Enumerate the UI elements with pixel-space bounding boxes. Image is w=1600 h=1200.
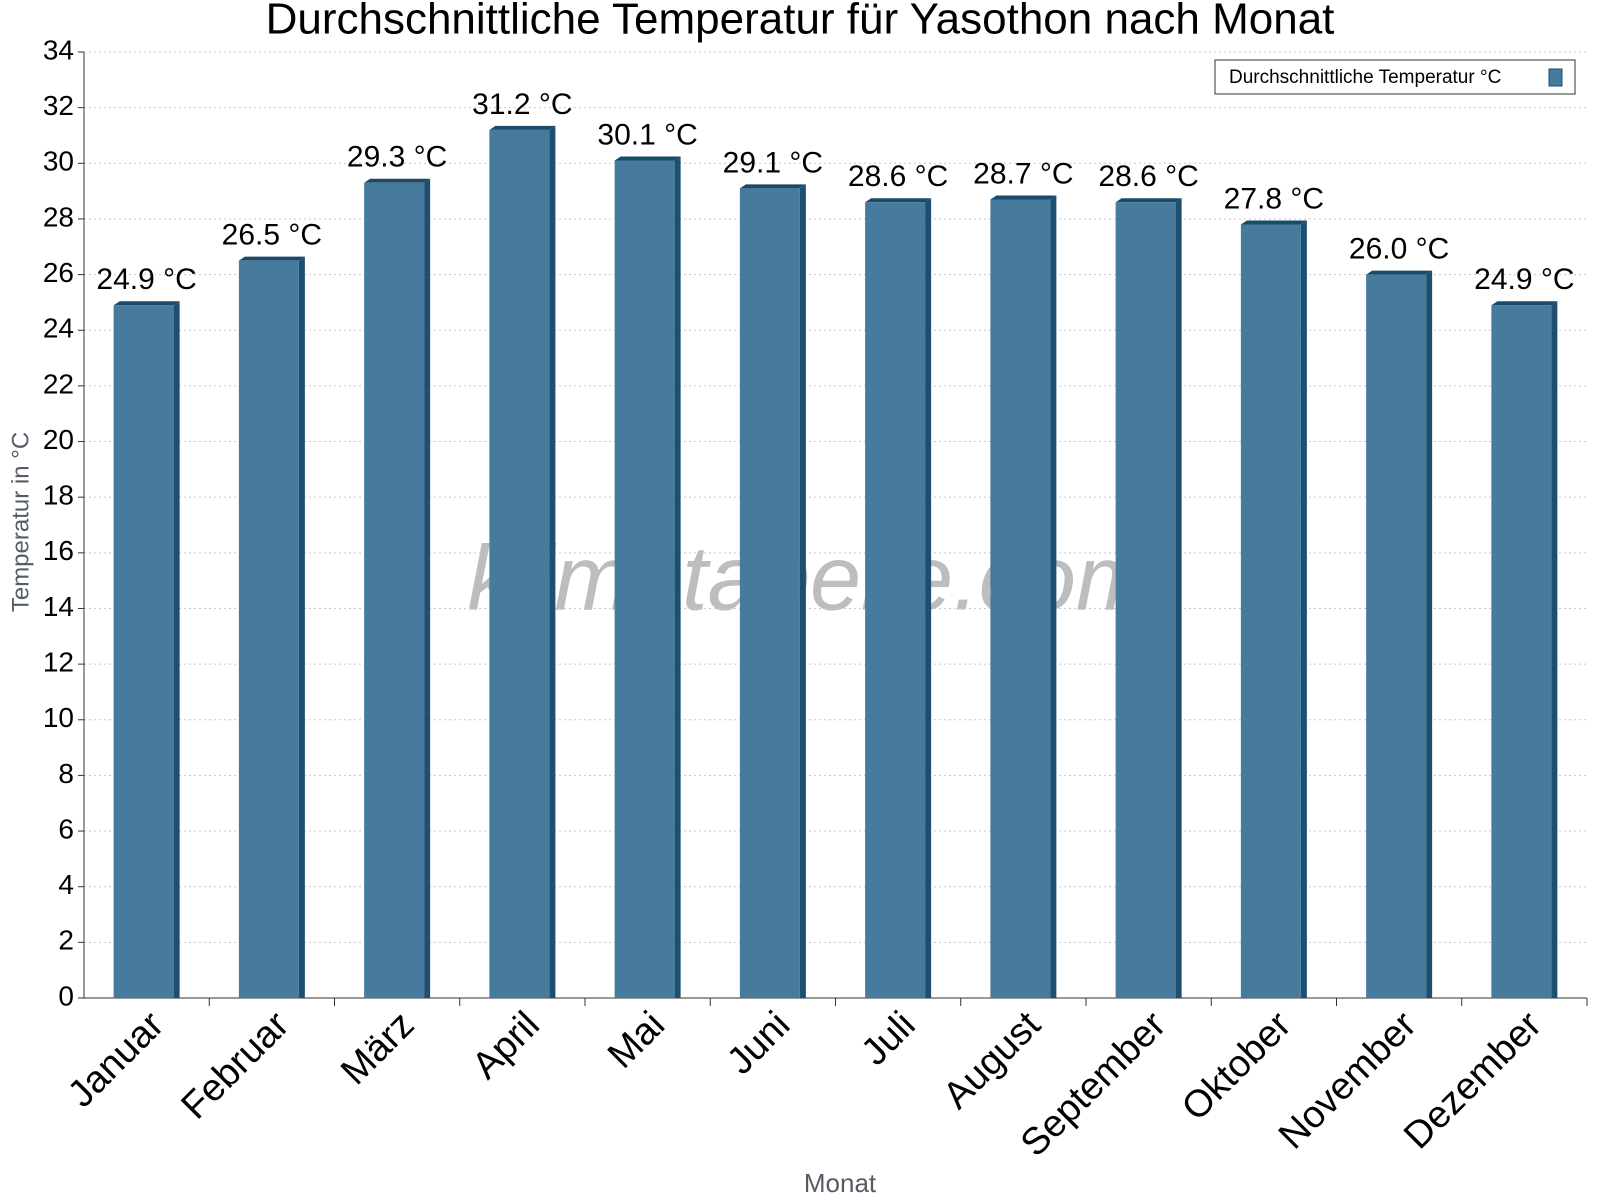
y-tick-label: 8 xyxy=(58,758,74,789)
x-tick-label: Juni xyxy=(719,1004,798,1083)
y-tick-label: 12 xyxy=(43,647,74,678)
chart-title: Durchschnittliche Temperatur für Yasotho… xyxy=(266,0,1335,44)
data-label: 28.6 °C xyxy=(848,160,948,193)
bar-side xyxy=(549,125,556,998)
x-tick-label: Oktober xyxy=(1174,1004,1300,1130)
data-label: 28.6 °C xyxy=(1098,160,1198,193)
x-tick-label: Juli xyxy=(854,1004,924,1074)
data-label: 24.9 °C xyxy=(96,263,196,296)
x-tick-label: August xyxy=(935,1003,1049,1117)
bar-side xyxy=(799,184,806,998)
bar-side xyxy=(1050,195,1057,998)
y-tick-label: 18 xyxy=(43,480,74,511)
bar-top xyxy=(1366,270,1433,275)
bar-side xyxy=(298,256,305,998)
bar xyxy=(614,160,675,998)
data-label: 29.3 °C xyxy=(347,141,447,174)
bar xyxy=(865,202,926,998)
y-tick-label: 6 xyxy=(58,813,74,844)
bar-side xyxy=(674,156,681,998)
y-tick-label: 28 xyxy=(43,201,74,232)
bar xyxy=(364,182,425,999)
bar-top xyxy=(238,256,305,261)
y-tick-label: 0 xyxy=(58,980,74,1011)
bar-top xyxy=(865,198,932,203)
y-tick-label: 32 xyxy=(43,90,74,121)
y-tick-label: 24 xyxy=(43,313,74,344)
bar-top xyxy=(364,178,431,183)
y-axis-title: Temperatur in °C xyxy=(7,432,34,612)
data-label: 30.1 °C xyxy=(597,118,697,151)
bar xyxy=(489,129,550,998)
x-axis-title: Monat xyxy=(804,1168,877,1198)
y-tick-label: 26 xyxy=(43,257,74,288)
x-tick-label: Mai xyxy=(600,1004,673,1077)
bar-side xyxy=(424,178,431,999)
data-label: 29.1 °C xyxy=(723,146,823,179)
bar xyxy=(113,305,174,999)
y-tick-label: 14 xyxy=(43,591,74,622)
bar-top xyxy=(489,125,556,130)
legend-box xyxy=(1214,59,1576,95)
bar-top xyxy=(1240,220,1307,225)
bar xyxy=(1366,274,1427,998)
x-tick-label: Januar xyxy=(60,1004,172,1116)
bar-side xyxy=(925,198,932,998)
data-label: 26.5 °C xyxy=(222,219,322,252)
bar-top xyxy=(614,156,681,161)
data-label: 31.2 °C xyxy=(472,88,572,121)
y-tick-label: 16 xyxy=(43,535,74,566)
bar-top xyxy=(113,301,180,306)
bar-side xyxy=(1175,198,1182,998)
bar-side xyxy=(173,301,180,999)
bar-top xyxy=(1491,301,1558,306)
bar xyxy=(1491,305,1552,999)
bar-top xyxy=(1115,198,1182,203)
y-tick-label: 4 xyxy=(58,869,74,900)
bar xyxy=(238,260,299,998)
bar xyxy=(739,188,800,998)
bar-side xyxy=(1300,220,1307,999)
y-tick-label: 20 xyxy=(43,424,74,455)
bar xyxy=(1115,202,1176,998)
bar xyxy=(1240,224,1301,999)
bar-top xyxy=(990,195,1057,200)
data-label: 24.9 °C xyxy=(1474,263,1574,296)
y-tick-label: 2 xyxy=(58,925,74,956)
x-tick-label: April xyxy=(464,1004,547,1087)
data-label: 28.7 °C xyxy=(973,157,1073,190)
y-tick-label: 22 xyxy=(43,368,74,399)
x-tick-label: März xyxy=(333,1004,422,1093)
bar xyxy=(990,199,1051,998)
bar-side xyxy=(1426,270,1433,998)
x-tick-label: Februar xyxy=(174,1004,298,1128)
y-tick-label: 30 xyxy=(43,146,74,177)
y-tick-label: 10 xyxy=(43,702,74,733)
x-tick-label: Dezember xyxy=(1396,1004,1550,1158)
data-label: 27.8 °C xyxy=(1224,182,1324,215)
bar-top xyxy=(739,184,806,189)
legend-swatch xyxy=(1548,68,1563,87)
legend-label: Durchschnittliche Temperatur °C xyxy=(1229,67,1501,88)
data-label: 26.0 °C xyxy=(1349,233,1449,266)
bar-side xyxy=(1551,301,1558,999)
y-tick-label: 34 xyxy=(43,34,74,65)
